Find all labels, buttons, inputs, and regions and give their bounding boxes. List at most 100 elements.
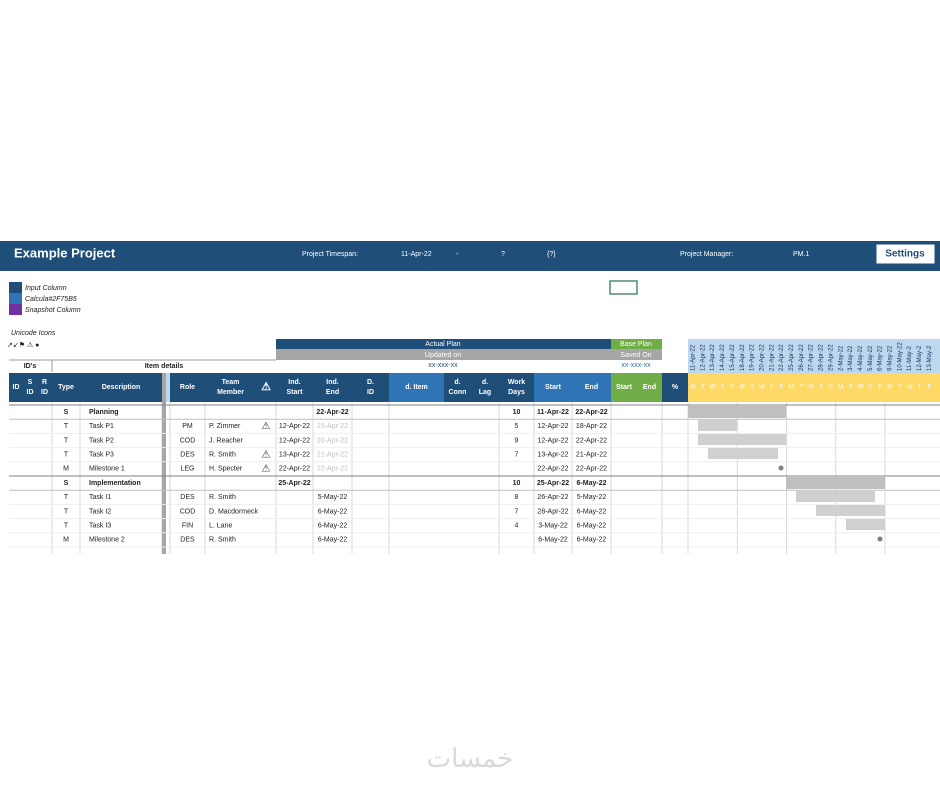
gantt-weekday: W xyxy=(808,385,814,391)
column-header: Type xyxy=(58,384,74,391)
column-header-cell xyxy=(572,373,611,402)
cell-end: 6-May-22 xyxy=(577,508,607,515)
group-label: Base Plan xyxy=(620,341,652,348)
column-header: S xyxy=(28,379,33,386)
column-header: Role xyxy=(180,384,195,391)
manager-label: Project Manager: xyxy=(680,251,733,258)
gantt-date: 25-Apr-22 xyxy=(789,344,795,371)
legend-label: Snapshot Column xyxy=(25,307,81,314)
gantt-date: 22-Apr-22 xyxy=(779,344,785,371)
gantt-weekday: M xyxy=(690,385,695,391)
legend-label: Calcula#2F75B5 xyxy=(25,296,77,303)
cell-type: T xyxy=(64,523,69,530)
cell-warn: ⚠ xyxy=(262,449,271,460)
column-header: Work xyxy=(508,379,525,386)
cell-end: 18-Apr-22 xyxy=(576,423,607,430)
gantt-weekday: T xyxy=(868,385,872,391)
cell-ind-start: 12-Apr-22 xyxy=(279,423,310,430)
cell-description: Milestone 1 xyxy=(89,466,125,473)
duration: {?} xyxy=(547,251,556,258)
cell-start: 11-Apr-22 xyxy=(537,409,569,416)
column-header: End xyxy=(585,384,598,391)
column-header-cell xyxy=(471,373,499,402)
column-header: ID xyxy=(41,389,48,396)
gantt-weekday: W xyxy=(710,385,716,391)
gantt-bar xyxy=(796,491,875,502)
cell-end: 21-Apr-22 xyxy=(576,452,607,459)
gantt-weekday: F xyxy=(780,385,784,391)
cell-member: P. Zimmer xyxy=(209,423,241,430)
gantt-date: 15-Apr-22 xyxy=(730,344,736,371)
cell-type: T xyxy=(64,437,69,444)
cell-ind-start: 12-Apr-22 xyxy=(279,437,310,444)
group-label: Saved On xyxy=(620,352,651,359)
watermark: خمسات xyxy=(427,743,514,773)
column-header-cell xyxy=(256,373,276,402)
cell-type: T xyxy=(64,508,69,515)
gantt-date: 3-May-22 xyxy=(848,345,854,371)
legend-swatch xyxy=(9,282,22,293)
gantt-date: 18-Apr-22 xyxy=(740,344,746,371)
divider-col xyxy=(166,373,170,402)
cell-role: PM xyxy=(182,423,193,430)
column-header-cell xyxy=(662,373,688,402)
selected-cell xyxy=(609,280,638,295)
gantt-weekday: W xyxy=(759,385,765,391)
settings-label[interactable]: Settings xyxy=(885,249,925,260)
column-header: % xyxy=(672,384,679,391)
column-header-cell xyxy=(9,373,23,402)
cell-work-days: 8 xyxy=(515,494,519,501)
cell-description: Task I3 xyxy=(89,523,111,530)
settings-button[interactable] xyxy=(875,243,936,265)
project-title: Example Project xyxy=(14,245,116,260)
column-header-cell xyxy=(637,373,662,402)
cell-end: 22-Apr-22 xyxy=(576,466,607,473)
timespan-label: Project Timespan: xyxy=(302,251,358,258)
gantt-bar xyxy=(688,405,786,418)
cell-start: 12-Apr-22 xyxy=(537,437,568,444)
cell-end: 6-May-22 xyxy=(577,523,607,530)
cell-role: COD xyxy=(180,437,196,444)
cell-type: T xyxy=(64,452,69,459)
legend-swatch xyxy=(9,304,22,315)
gantt-day-band xyxy=(688,373,940,402)
cell-ind-start: 13-Apr-22 xyxy=(279,452,310,459)
cell-member: R. Smith xyxy=(209,537,236,544)
cell-ind-end: 20-Apr-22 xyxy=(317,437,348,444)
cell-work-days: 7 xyxy=(515,452,519,459)
gantt-weekday: F xyxy=(878,385,882,391)
column-header: Lag xyxy=(479,389,491,396)
gantt-date: 19-Apr-22 xyxy=(750,344,756,371)
manager: PM.1 xyxy=(793,251,809,258)
cell-start: 22-Apr-22 xyxy=(537,466,568,473)
cell-ind-start: 25-Apr-22 xyxy=(278,480,310,487)
column-header-cell xyxy=(611,373,637,402)
cell-ind-end: 6-May-22 xyxy=(318,537,348,544)
cell-work-days: 10 xyxy=(513,480,521,487)
gantt-date: 5-May-22 xyxy=(868,345,874,371)
table: Actual Plan Updated on xx-xxx-xx Base Plan S… xyxy=(9,339,940,554)
cell-start: 26-Apr-22 xyxy=(537,494,568,501)
gantt-date: 12-Apr-22 xyxy=(700,344,706,371)
gantt-weekday: T xyxy=(849,385,853,391)
cell-ind-end: 22-Apr-22 xyxy=(316,409,348,416)
gantt-weekday: T xyxy=(750,385,754,391)
cell-work-days: 7 xyxy=(515,508,519,515)
group-band xyxy=(276,349,611,360)
gantt-weekday: T xyxy=(721,385,725,391)
cell-ind-start: 22-Apr-22 xyxy=(279,466,310,473)
icons-title: Unicode Icons xyxy=(11,330,56,337)
gantt-weekday: F xyxy=(927,385,931,391)
group-label: xx-xxx-xx xyxy=(428,362,458,369)
column-header: Start xyxy=(545,384,562,391)
group-band xyxy=(276,339,611,349)
gantt-bar xyxy=(786,476,885,489)
cell-role: COD xyxy=(180,508,196,515)
column-header: ID xyxy=(27,389,34,396)
column-header: d. xyxy=(454,379,460,386)
cell-ind-end: 21-Apr-22 xyxy=(317,452,348,459)
column-header: R xyxy=(42,379,47,386)
column-header: d. xyxy=(482,379,488,386)
cell-warn: ⚠ xyxy=(262,421,271,432)
